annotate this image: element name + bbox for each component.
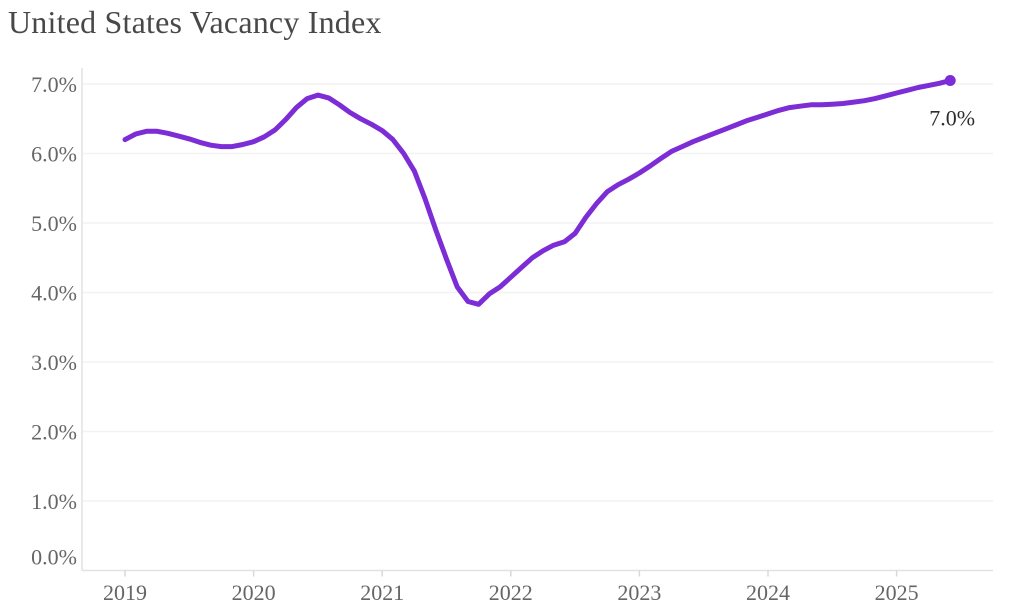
end-point-value-label: 7.0% — [929, 106, 975, 131]
y-tick-label: 5.0% — [31, 211, 77, 236]
y-tick-label: 1.0% — [31, 489, 77, 514]
x-tick-labels: 2019 2020 2021 2022 2023 2024 2025 — [103, 580, 919, 605]
y-tick-label: 4.0% — [31, 281, 77, 306]
x-tick-label: 2019 — [103, 580, 147, 605]
y-tick-label: 0.0% — [31, 545, 77, 570]
y-tick-label: 3.0% — [31, 350, 77, 375]
chart-title: United States Vacancy Index — [8, 4, 382, 40]
x-tick-label: 2023 — [617, 580, 661, 605]
x-tick-marks — [124, 570, 898, 577]
x-tick-label: 2020 — [232, 580, 276, 605]
x-tick-label: 2021 — [360, 580, 404, 605]
y-tick-label: 7.0% — [31, 72, 77, 97]
x-tick-label: 2024 — [746, 580, 790, 605]
y-tick-label: 2.0% — [31, 420, 77, 445]
x-tick-label: 2025 — [875, 580, 919, 605]
y-gridlines — [83, 83, 993, 502]
y-tick-labels: 7.0% 6.0% 5.0% 4.0% 3.0% 2.0% 1.0% 0.0% — [31, 72, 77, 570]
x-tick-label: 2022 — [489, 580, 533, 605]
y-tick-label: 6.0% — [31, 142, 77, 167]
end-point-dot — [944, 75, 956, 87]
series-path-vacancy-index — [122, 78, 953, 307]
